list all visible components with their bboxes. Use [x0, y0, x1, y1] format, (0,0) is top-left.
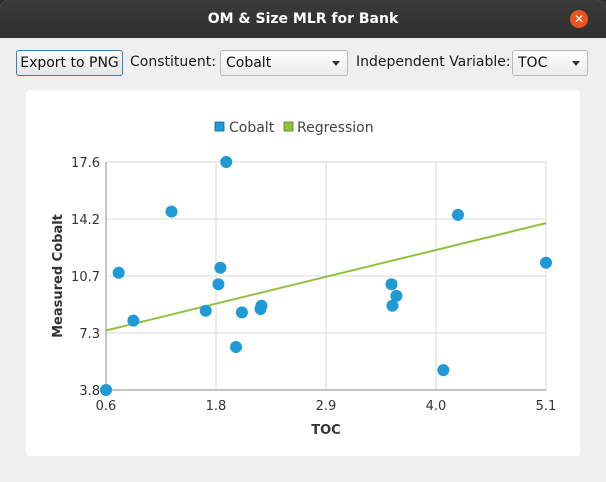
data-point[interactable]: [385, 278, 398, 291]
data-point[interactable]: [127, 314, 140, 327]
data-point[interactable]: [199, 304, 212, 317]
x-axis-title: TOC: [311, 423, 340, 438]
y-tick-label: 3.8: [79, 384, 100, 399]
data-point[interactable]: [540, 256, 552, 269]
independent-variable-select-value: TOC: [518, 55, 548, 71]
chevron-down-icon: [332, 61, 340, 66]
legend-swatch-regression: [283, 121, 294, 132]
data-point[interactable]: [390, 289, 403, 302]
data-point[interactable]: [220, 156, 233, 168]
data-point[interactable]: [235, 306, 248, 319]
data-point[interactable]: [452, 208, 464, 221]
chevron-down-icon: [572, 61, 580, 66]
data-point[interactable]: [212, 278, 225, 291]
toolbar: Export to PNG Constituent: Cobalt Indepe…: [0, 48, 606, 78]
data-point[interactable]: [165, 205, 178, 218]
x-tick-label: 2.9: [316, 399, 337, 414]
constituent-select[interactable]: Cobalt: [220, 50, 348, 76]
data-point[interactable]: [112, 266, 125, 279]
x-tick-label: 0.6: [96, 399, 117, 414]
x-tick-label: 4.0: [426, 399, 447, 414]
y-tick-label: 7.3: [79, 327, 100, 342]
data-point[interactable]: [386, 299, 399, 312]
scatter-chart: 0.6 1.8 2.9 4.0 5.1 3.8 7.3 10.7 14.2 17.6 TOC Meas…: [51, 120, 557, 438]
regression-line: [105, 222, 547, 332]
data-point[interactable]: [100, 384, 112, 396]
y-tick-label: 14.2: [71, 213, 100, 228]
constituent-label: Constituent:: [130, 54, 216, 70]
y-axis-title: Measured Cobalt: [51, 214, 66, 338]
independent-variable-label: Independent Variable:: [356, 54, 511, 70]
close-icon[interactable]: ✕: [570, 10, 588, 28]
export-png-button[interactable]: Export to PNG: [16, 50, 123, 76]
legend-label-cobalt: Cobalt: [229, 120, 275, 136]
data-point[interactable]: [437, 364, 450, 377]
title-bar[interactable]: OM & Size MLR for Bank ✕: [0, 0, 606, 38]
x-tick-label: 1.8: [206, 399, 227, 414]
legend-label-regression: Regression: [297, 120, 374, 136]
data-point[interactable]: [255, 299, 268, 312]
y-tick-label: 17.6: [71, 156, 100, 171]
x-tick-label: 5.1: [536, 399, 557, 414]
constituent-select-value: Cobalt: [226, 55, 272, 71]
data-point[interactable]: [214, 261, 227, 274]
legend-swatch-cobalt: [214, 121, 225, 132]
data-point[interactable]: [230, 341, 243, 354]
window-title: OM & Size MLR for Bank: [207, 11, 399, 27]
chart-panel: 0.6 1.8 2.9 4.0 5.1 3.8 7.3 10.7 14.2 17.6 TOC Meas…: [26, 90, 580, 456]
y-tick-label: 10.7: [71, 270, 100, 285]
independent-variable-select[interactable]: TOC: [512, 50, 588, 76]
